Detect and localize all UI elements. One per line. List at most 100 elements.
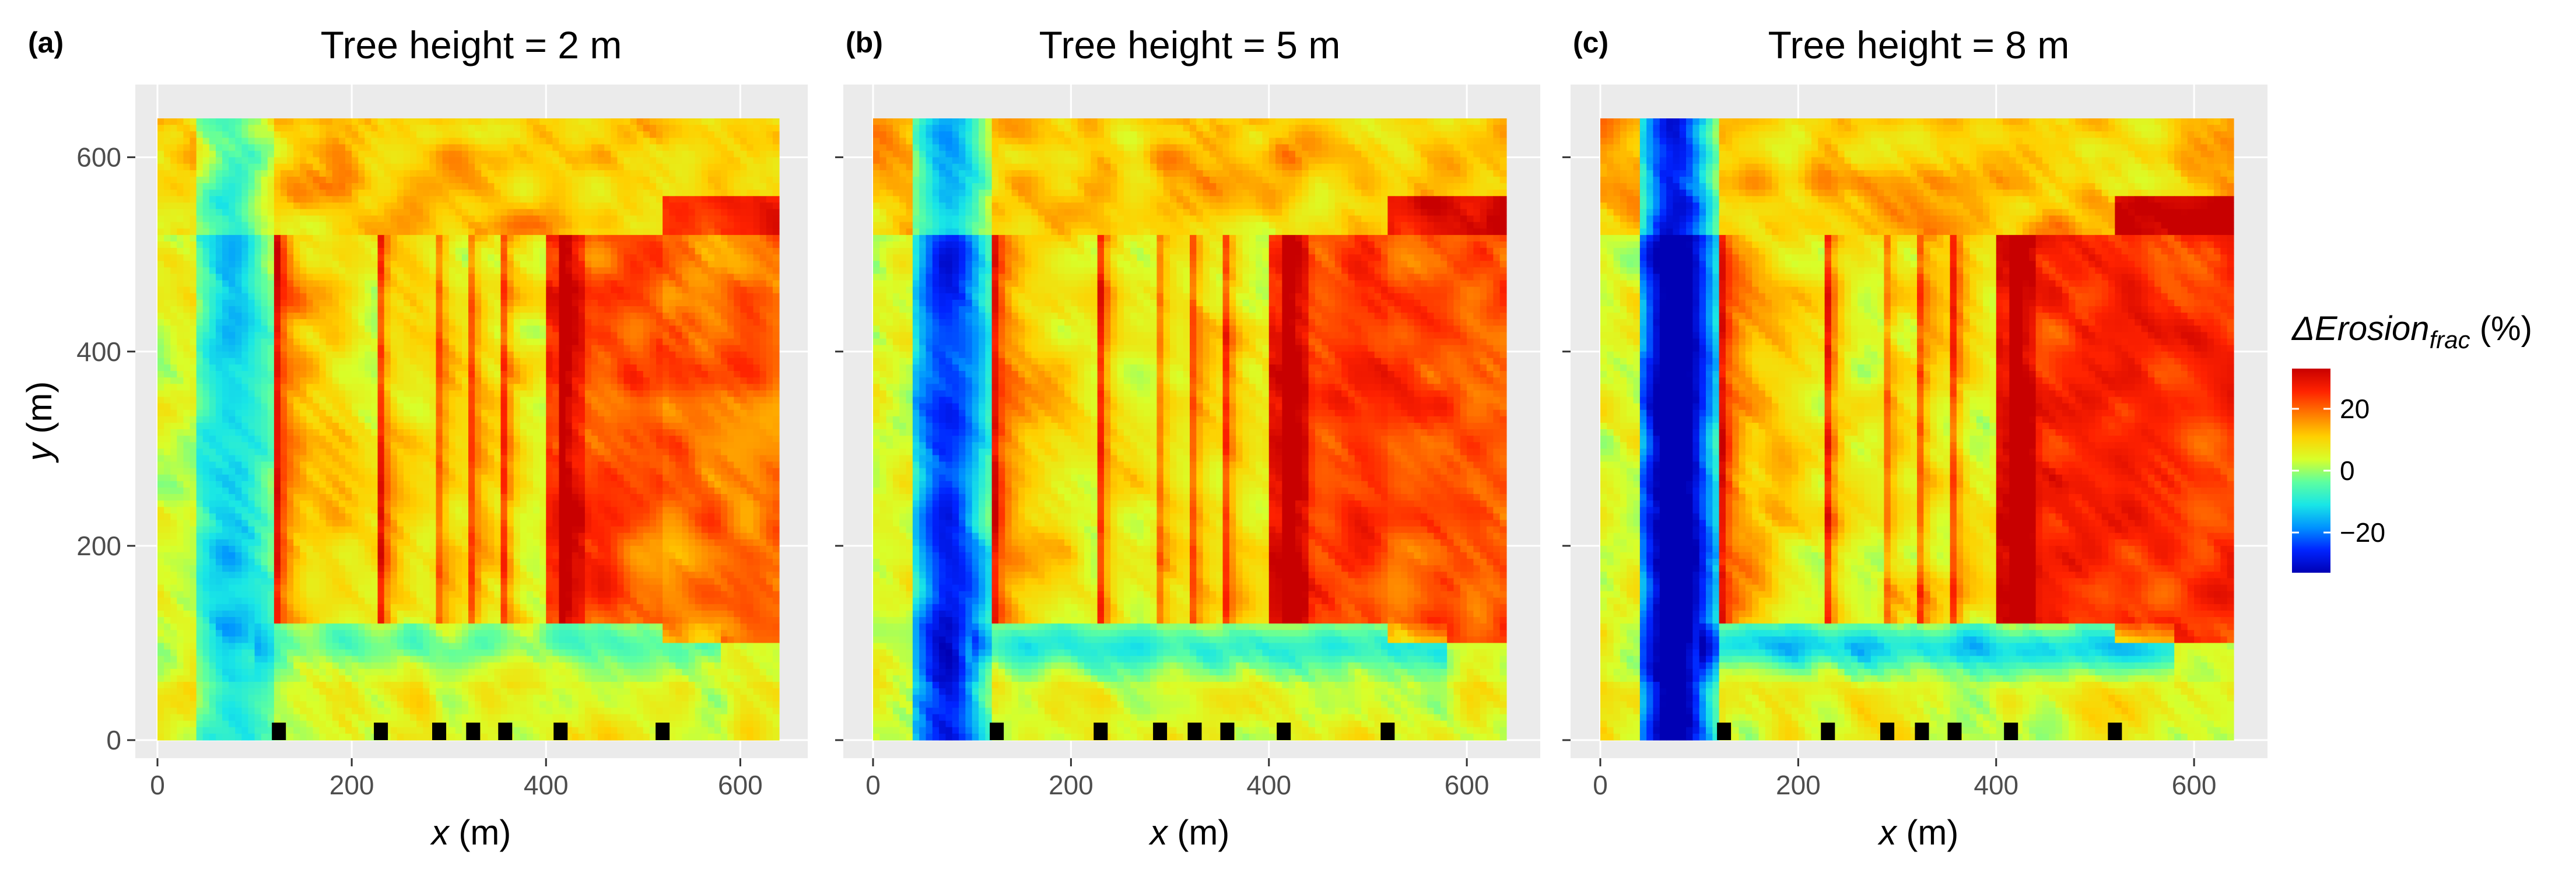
heatmap-cell	[481, 190, 488, 197]
heatmap-cell	[546, 125, 553, 132]
heatmap-cell	[410, 216, 417, 223]
heatmap-cell	[721, 209, 728, 216]
heatmap-cell	[507, 144, 514, 151]
heatmap-cell	[404, 157, 411, 164]
heatmap-cell	[552, 209, 559, 216]
heatmap-cell	[261, 209, 268, 216]
heatmap-cell	[520, 131, 527, 138]
heatmap-cell	[727, 144, 734, 151]
heatmap-cell	[443, 183, 450, 190]
heatmap-cell	[682, 196, 689, 203]
heatmap-cell	[546, 164, 553, 171]
heatmap-cell	[170, 209, 177, 216]
heatmap-cell	[404, 190, 411, 197]
heatmap-cell	[566, 131, 573, 138]
heatmap-cell	[656, 190, 663, 197]
heatmap-cell	[268, 151, 275, 158]
heatmap-cell	[326, 157, 333, 164]
heatmap-cell	[384, 125, 391, 132]
heatmap-cell	[702, 190, 709, 197]
heatmap-cell	[572, 202, 579, 209]
heatmap-cell	[468, 216, 475, 223]
heatmap-cell	[501, 196, 508, 203]
heatmap-cell	[371, 222, 378, 229]
heatmap-cell	[404, 183, 411, 190]
heatmap-cell	[410, 209, 417, 216]
heatmap-cell	[760, 138, 767, 145]
heatmap-cell	[624, 144, 631, 151]
heatmap-cell	[533, 190, 540, 197]
heatmap-cell	[358, 216, 365, 223]
heatmap-cell	[520, 222, 527, 229]
heatmap-cell	[475, 125, 482, 132]
heatmap-cell	[734, 190, 741, 197]
heatmap-cell	[345, 216, 352, 223]
heatmap-cell	[157, 177, 164, 184]
heatmap-cell	[624, 183, 631, 190]
heatmap-cell	[345, 209, 352, 216]
heatmap-cell	[468, 209, 475, 216]
heatmap-cell	[514, 190, 521, 197]
heatmap-cell	[358, 202, 365, 209]
heatmap-cell	[598, 157, 605, 164]
heatmap-cell	[300, 170, 307, 177]
heatmap-cell	[598, 216, 605, 223]
heatmap-cell	[345, 125, 352, 132]
heatmap-cell	[332, 190, 339, 197]
heatmap-cell	[539, 202, 546, 209]
heatmap-cell	[488, 216, 495, 223]
heatmap-cell	[436, 183, 443, 190]
heatmap-cell	[339, 177, 346, 184]
heatmap-cell	[378, 170, 385, 177]
heatmap-cell	[533, 118, 540, 125]
heatmap-cell	[760, 177, 767, 184]
heatmap-cell	[746, 138, 753, 145]
heatmap-cell	[410, 170, 417, 177]
heatmap-cell	[378, 216, 385, 223]
heatmap-cell	[598, 190, 605, 197]
heatmap-cell	[443, 151, 450, 158]
heatmap-cell	[604, 118, 611, 125]
heatmap-cell	[287, 222, 294, 229]
heatmap-cell	[559, 125, 566, 132]
heatmap-cell	[287, 183, 294, 190]
heatmap-cell	[714, 216, 721, 223]
heatmap-cell	[222, 118, 229, 125]
heatmap-cell	[248, 118, 255, 125]
heatmap-cell	[611, 138, 618, 145]
heatmap-cell	[488, 170, 495, 177]
heatmap-cell	[773, 164, 780, 171]
heatmap-cell	[475, 222, 482, 229]
heatmap-cell	[546, 209, 553, 216]
heatmap-cell	[650, 138, 657, 145]
heatmap-cell	[209, 196, 216, 203]
heatmap-cell	[488, 164, 495, 171]
heatmap-cell	[358, 138, 365, 145]
heatmap-cell	[209, 190, 216, 197]
heatmap-cell	[507, 125, 514, 132]
heatmap-cell	[358, 125, 365, 132]
heatmap-cell	[229, 202, 236, 209]
heatmap-cell	[416, 118, 423, 125]
heatmap-cell	[429, 222, 436, 229]
heatmap-cell	[734, 170, 741, 177]
heatmap-cell	[281, 190, 288, 197]
heatmap-cell	[365, 222, 371, 229]
heatmap-cell	[656, 196, 663, 203]
heatmap-cell	[268, 216, 275, 223]
heatmap-cell	[468, 151, 475, 158]
heatmap-cell	[436, 157, 443, 164]
heatmap-cell	[579, 209, 586, 216]
heatmap-cell	[352, 177, 359, 184]
heatmap-cell	[378, 157, 385, 164]
heatmap-cell	[663, 209, 670, 216]
heatmap-cell	[611, 222, 618, 229]
heatmap-cell	[663, 138, 670, 145]
heatmap-cell	[209, 151, 216, 158]
heatmap-cell	[268, 177, 275, 184]
heatmap-cell	[746, 202, 753, 209]
heatmap-cell	[235, 144, 242, 151]
heatmap-cell	[766, 151, 773, 158]
heatmap-cell	[371, 209, 378, 216]
heatmap-cell	[682, 157, 689, 164]
